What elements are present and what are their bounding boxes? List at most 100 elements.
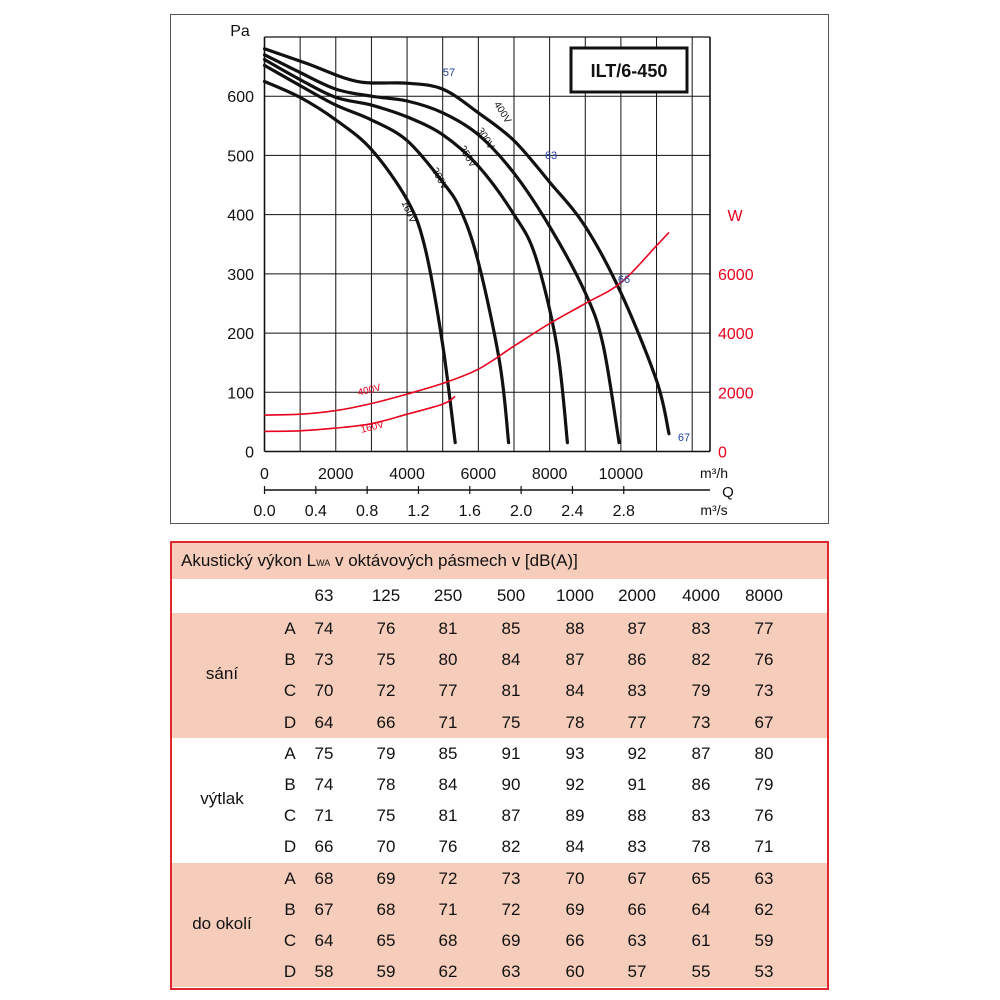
x2-axis-unit: m³/s [700,502,727,518]
x2-tick-label: 0.4 [305,503,327,520]
table-cell: 89 [565,806,585,826]
table-cell: 81 [501,681,521,701]
y-tick-label: 300 [227,267,254,284]
table-cell: 83 [627,837,647,857]
table-cell: 81 [438,619,458,638]
y-tick-label: 200 [227,326,254,343]
table-cell: 84 [438,774,458,794]
table-cell: 88 [565,619,585,638]
pressure-curve-160v [262,79,457,445]
acoustic-table: Akustický výkon LWA v oktávových pásmech… [170,541,829,990]
frequency-header-row: 63 125 250 500 1000 2000 4000 8000 [172,579,827,613]
model-title: ILT/6-450 [591,61,668,81]
labels: 0.0 0.4 0.8 1.2 1.6 2.0 2.4 2.8 0 100 200 300 400 500… [227,23,753,520]
table-cell: 92 [565,774,585,794]
table-cell: 65 [691,868,711,888]
x2-tick-label: 2.4 [561,503,583,520]
table-cell: 61 [691,930,711,950]
table-cell: 60 [565,962,585,982]
table-cell: 63 [501,962,521,982]
table-cell: 82 [501,837,521,857]
table-cell: 85 [438,743,458,763]
table-cell: 70 [565,868,585,888]
table-cell: 67 [314,899,334,919]
table-row: C 71 75 81 87 89 88 83 76 [172,800,827,831]
group-2: výtlak A 75 79 85 91 93 92 87 80 B 74 78 84 90 92 91 86 79… [172,738,827,863]
table-cell: 66 [314,837,334,857]
x-tick-label: 6000 [461,466,497,483]
table-cell: 84 [565,681,585,701]
x2-tick-label: 2.8 [613,503,635,520]
table-cell: 78 [376,774,396,794]
table-cell: 76 [754,650,774,670]
table-cell: 93 [565,743,585,763]
power-curve-400v [264,231,670,416]
chart-frame [170,14,829,524]
x-tick-label: 2000 [318,466,354,483]
table-cell: 63 [754,868,774,888]
table-cell: 73 [754,681,774,701]
x-tick-label: 0 [260,466,269,483]
table-cell: 69 [376,868,396,888]
table-cell: 67 [627,868,647,888]
row-label: A [284,868,296,888]
table-title-subscript: WA [316,558,331,568]
table-cell: 74 [314,774,334,794]
x2-tick-label: 0.8 [356,503,378,520]
table-cell: 66 [376,712,396,732]
point-annotation: 67 [678,432,690,444]
y-tick-label: 400 [227,208,254,225]
table-cell: 90 [501,774,521,794]
y2-tick-label: 6000 [718,267,754,284]
table-row: C 70 72 77 81 84 83 79 73 [172,675,827,706]
row-label: D [283,712,297,732]
x-tick-label: 4000 [389,466,425,483]
table-cell: 75 [314,743,334,763]
table-cell: 86 [691,774,711,794]
q-axis-label: Q [722,484,734,501]
table-cell: 58 [314,962,334,982]
table-cell: 76 [438,837,458,857]
table-cell: 65 [376,930,396,950]
table-cell: 69 [501,930,521,950]
table-cell: 70 [376,837,396,857]
row-label: D [283,837,297,857]
table-row: A 75 79 85 91 93 92 87 80 [172,738,827,769]
axes [263,36,711,494]
table-cell: 55 [691,962,711,982]
fan-performance-chart: 0.0 0.4 0.8 1.2 1.6 2.0 2.4 2.8 0 100 200 300 400 500… [227,23,753,520]
table-row: D 66 70 76 82 84 83 78 71 [172,831,827,862]
pressure-curve-200v [262,63,511,445]
table-cell: 64 [314,930,334,950]
table-cell: 68 [438,930,458,950]
x2-tick-label: 2.0 [510,503,532,520]
table-cell: 71 [754,837,774,857]
table-cell: 86 [627,650,647,670]
table-cell: 68 [314,868,334,888]
table-cell: 59 [754,930,774,950]
table-cell: 88 [627,806,647,826]
table-cell: 77 [438,681,458,701]
x2-tick-label: 0.0 [253,503,275,520]
table-cell: 68 [376,899,396,919]
table-cell: 72 [438,868,458,888]
table-cell: 71 [314,806,334,826]
model-title-box: ILT/6-450 [569,46,689,94]
group-3: do okolí A 68 69 72 73 70 67 65 63 B 67 68 71 72 69 66 64… [172,862,827,988]
row-label: B [284,899,296,919]
table-cell: 73 [314,650,334,670]
group-label: do okolí [192,913,252,933]
table-cell: 91 [501,743,521,763]
table-row: D 58 59 62 63 60 57 55 53 [172,956,827,987]
y2-tick-label: 2000 [718,385,754,402]
table-cell: 77 [627,712,647,732]
table-cell: 71 [438,712,458,732]
table-cell: 91 [627,774,647,794]
row-label: C [283,930,297,950]
table-title: Akustický výkon LWA v oktávových pásmech… [172,543,827,579]
y-tick-label: 0 [245,445,254,462]
row-label: A [284,743,296,763]
frequency-header: 2000 [618,586,656,605]
power-curve-160v [264,395,456,433]
table-row: B 74 78 84 90 92 91 86 79 [172,769,827,800]
